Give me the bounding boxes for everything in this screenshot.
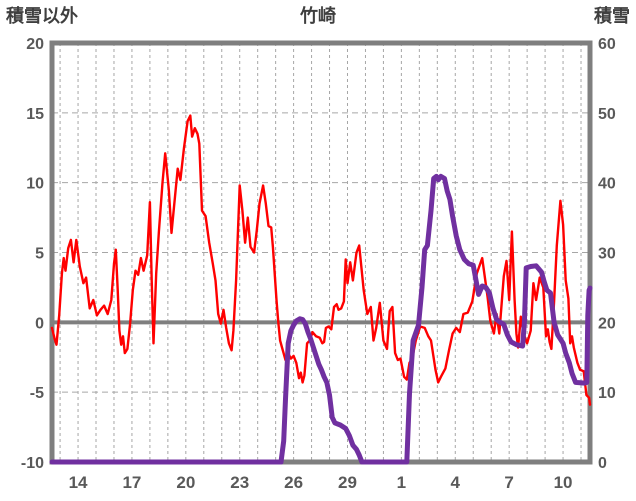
right-axis-tick-20: 20 [598,315,616,332]
right-axis-tick-50: 50 [598,106,616,123]
right-axis-tick-30: 30 [598,246,616,263]
left-axis-tick-0: 0 [35,315,44,332]
x-axis-tick-4: 4 [451,473,461,492]
left-axis-tick--10: -10 [21,455,44,472]
right-axis-tick-40: 40 [598,176,616,193]
snow-depth-line [49,173,593,465]
chart-title: 竹崎 [299,5,336,26]
x-axis-tick-26: 26 [284,473,303,492]
x-axis-tick-14: 14 [69,473,88,492]
left-axis-tick-5: 5 [35,246,44,263]
x-axis-tick-10: 10 [554,473,573,492]
temperature-non-snow-line [50,114,592,406]
left-axis-title: 積雪以外 [5,5,78,26]
right-axis-title: 積雪 [593,5,630,26]
left-axis-tick-20: 20 [26,36,44,53]
x-axis-tick-23: 23 [230,473,249,492]
x-axis-tick-20: 20 [176,473,195,492]
right-axis-tick-0: 0 [598,455,607,472]
x-axis-tick-7: 7 [504,473,513,492]
right-axis-tick-60: 60 [598,36,616,53]
right-axis-tick-10: 10 [598,385,616,402]
plot-border [49,40,593,465]
left-axis-tick--5: -5 [30,385,44,402]
left-axis-tick-15: 15 [26,106,44,123]
x-axis-tick-1: 1 [397,473,406,492]
left-axis-tick-10: 10 [26,176,44,193]
x-axis-tick-17: 17 [122,473,141,492]
x-axis-tick-29: 29 [338,473,357,492]
